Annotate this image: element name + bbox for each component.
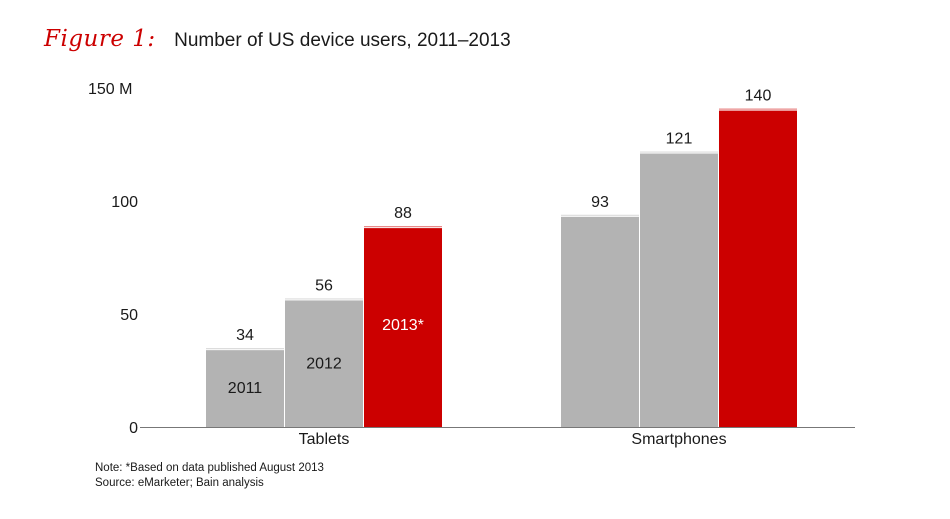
bar-smartphones-2012 (640, 153, 718, 428)
bar-tablets-2012 (285, 300, 363, 427)
y-tick-label: 150 M (88, 81, 132, 98)
figure-label: Figure 1: (44, 26, 156, 52)
chart-note: Note: *Based on data published August 20… (95, 462, 324, 474)
bar-tablets-2011 (206, 350, 284, 427)
in-bar-label-2012: 2012 (306, 355, 342, 372)
chart-source: Source: eMarketer; Bain analysis (95, 477, 264, 489)
data-label: 88 (394, 205, 412, 222)
chart-header: Figure 1: Number of US device users, 201… (44, 26, 511, 62)
y-tick-label: 100 (111, 194, 138, 211)
in-bar-label-2013: 2013* (382, 317, 424, 334)
in-bar-label-2011: 2011 (228, 380, 263, 397)
data-label: 121 (666, 131, 693, 148)
x-category-label: Smartphones (631, 431, 726, 448)
x-category-label: Tablets (299, 431, 350, 448)
data-label: 93 (591, 194, 609, 211)
bar-smartphones-2011 (561, 216, 639, 427)
data-label: 34 (236, 327, 254, 344)
y-tick-label: 50 (120, 307, 138, 324)
bar-tablets-2013 (364, 228, 442, 427)
data-label: 140 (745, 88, 772, 105)
bar-smartphones-2013 (719, 110, 797, 427)
chart-title: Number of US device users, 2011–2013 (174, 30, 511, 51)
data-label: 56 (315, 277, 333, 294)
y-tick-label: 0 (129, 420, 138, 437)
